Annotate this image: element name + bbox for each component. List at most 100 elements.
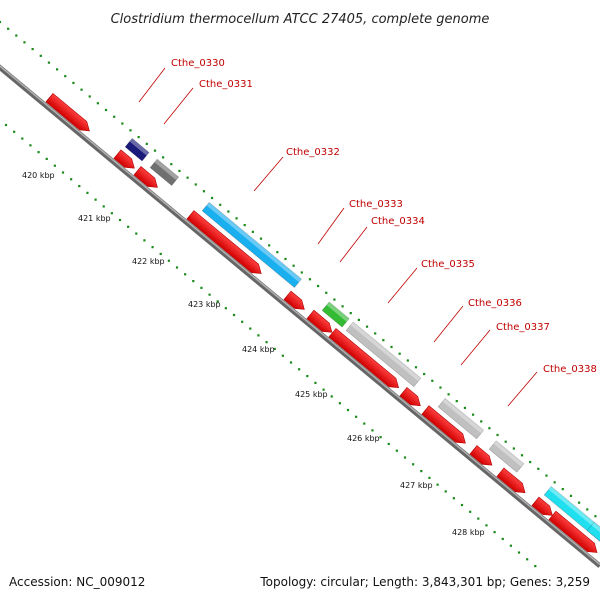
reverse-strand-feature[interactable]: [421, 405, 469, 448]
gene-label-text: Cthe_0336: [468, 298, 522, 309]
feature-bar-highlight: [493, 440, 524, 467]
track-dot: [428, 476, 431, 479]
gene-label-text: Cthe_0335: [421, 259, 475, 270]
reverse-strand-feature[interactable]: [399, 387, 424, 410]
reverse-strand-feature[interactable]: [133, 166, 161, 192]
reverse-strand-feature[interactable]: [496, 467, 529, 497]
track-dot: [276, 251, 279, 254]
track-dot: [216, 300, 219, 303]
track-dot: [431, 379, 434, 382]
feature-cthe-0335[interactable]: [437, 397, 485, 440]
accession-text: Accession: NC_009012: [9, 575, 145, 589]
gene-label-text: Cthe_0337: [496, 322, 550, 333]
track-dot: [452, 497, 455, 500]
track-dot: [178, 169, 181, 173]
track-dot: [29, 144, 32, 147]
gene-label-cthe-0333[interactable]: Cthe_0333: [317, 199, 403, 245]
gene-label-cthe-0338[interactable]: Cthe_0338: [507, 364, 597, 407]
feature-arrow: [133, 166, 158, 188]
gene-label-cthe-0331[interactable]: Cthe_0331: [163, 79, 253, 125]
track-dot: [110, 212, 113, 215]
feature-cthe-0333[interactable]: [321, 301, 350, 328]
track-dot: [96, 102, 99, 105]
track-dot: [243, 223, 246, 227]
reverse-strand-feature[interactable]: [328, 328, 402, 391]
reverse-strand-feature[interactable]: [186, 210, 265, 278]
feature-cthe-0336[interactable]: [488, 440, 525, 473]
reverse-strand-feature[interactable]: [283, 290, 308, 314]
track-dot: [268, 244, 271, 247]
track-dot: [469, 510, 472, 513]
track-dot: [104, 108, 108, 112]
feature-bar: [149, 158, 180, 186]
track-dot: [545, 474, 548, 477]
gene-label-cthe-0334[interactable]: Cthe_0334: [339, 216, 425, 263]
track-dot: [102, 205, 105, 208]
track-dot: [509, 544, 512, 547]
reverse-strand-features: [45, 93, 600, 557]
track-dot: [298, 368, 301, 371]
reverse-strand-feature[interactable]: [531, 496, 556, 520]
track-dot: [355, 415, 358, 418]
track-dot: [289, 361, 293, 364]
feature-arrow: [496, 467, 526, 494]
track-dot: [365, 325, 369, 328]
track-dot: [471, 413, 475, 416]
track-dot: [501, 537, 504, 541]
track-dot: [379, 436, 382, 439]
feature-bar-highlight: [154, 159, 179, 181]
tick-label: 423 kbp: [188, 300, 221, 309]
track-dot: [455, 400, 458, 403]
track-dot: [398, 352, 401, 355]
track-dot: [153, 149, 157, 152]
reverse-strand-feature[interactable]: [548, 510, 600, 557]
feature-bar: [124, 138, 150, 162]
track-dot: [485, 524, 488, 527]
track-dot: [23, 41, 26, 44]
inner-dotted-track: [4, 123, 537, 568]
track-dot: [121, 122, 124, 125]
track-dot: [194, 183, 197, 186]
gene-label-cthe-0336[interactable]: Cthe_0336: [433, 298, 522, 343]
track-dot: [94, 198, 97, 201]
reverse-strand-feature[interactable]: [45, 93, 93, 135]
genome-summary-text: Topology: circular; Length: 3,843,301 bp…: [259, 575, 590, 589]
track-dot: [504, 440, 507, 443]
track-dot: [113, 115, 116, 118]
feature-cthe-0334[interactable]: [345, 321, 422, 388]
track-dot: [64, 75, 67, 78]
track-dot: [159, 252, 162, 256]
feature-bar-highlight: [442, 398, 484, 434]
reverse-strand-feature[interactable]: [113, 149, 138, 173]
track-dot: [423, 372, 426, 376]
gene-label-text: Cthe_0333: [349, 199, 403, 210]
track-dot: [167, 259, 170, 262]
reverse-strand-feature[interactable]: [306, 309, 336, 336]
tick-label: 421 kbp: [78, 214, 111, 223]
track-dot: [330, 395, 333, 398]
feature-cthe-0330[interactable]: [124, 138, 150, 162]
track-dot: [7, 27, 10, 30]
gene-label-cthe-0335[interactable]: Cthe_0335: [387, 259, 475, 304]
track-dot: [135, 232, 138, 235]
feature-arrow: [548, 510, 598, 553]
track-dot: [145, 142, 148, 145]
reverse-strand-feature[interactable]: [469, 445, 495, 470]
gene-label-cthe-0330[interactable]: Cthe_0330: [138, 58, 225, 103]
track-dot: [151, 246, 154, 249]
track-dot: [208, 293, 211, 296]
track-dot: [259, 237, 263, 240]
track-dot: [480, 420, 483, 423]
gene-label-cthe-0337[interactable]: Cthe_0337: [460, 322, 550, 366]
gene-label-cthe-0332[interactable]: Cthe_0332: [253, 147, 340, 192]
feature-cthe-0331[interactable]: [149, 158, 180, 186]
gene-labels: Cthe_0330 Cthe_0331 Cthe_0332 Cthe_0333 …: [138, 58, 597, 407]
track-dot: [88, 95, 91, 98]
track-dot: [520, 454, 524, 457]
track-dot: [284, 257, 287, 261]
feature-cthe-0332[interactable]: [201, 201, 302, 288]
track-dot: [463, 406, 467, 409]
feature-bar-highlight: [129, 138, 150, 156]
track-dot: [39, 54, 42, 57]
track-dot: [517, 551, 521, 554]
